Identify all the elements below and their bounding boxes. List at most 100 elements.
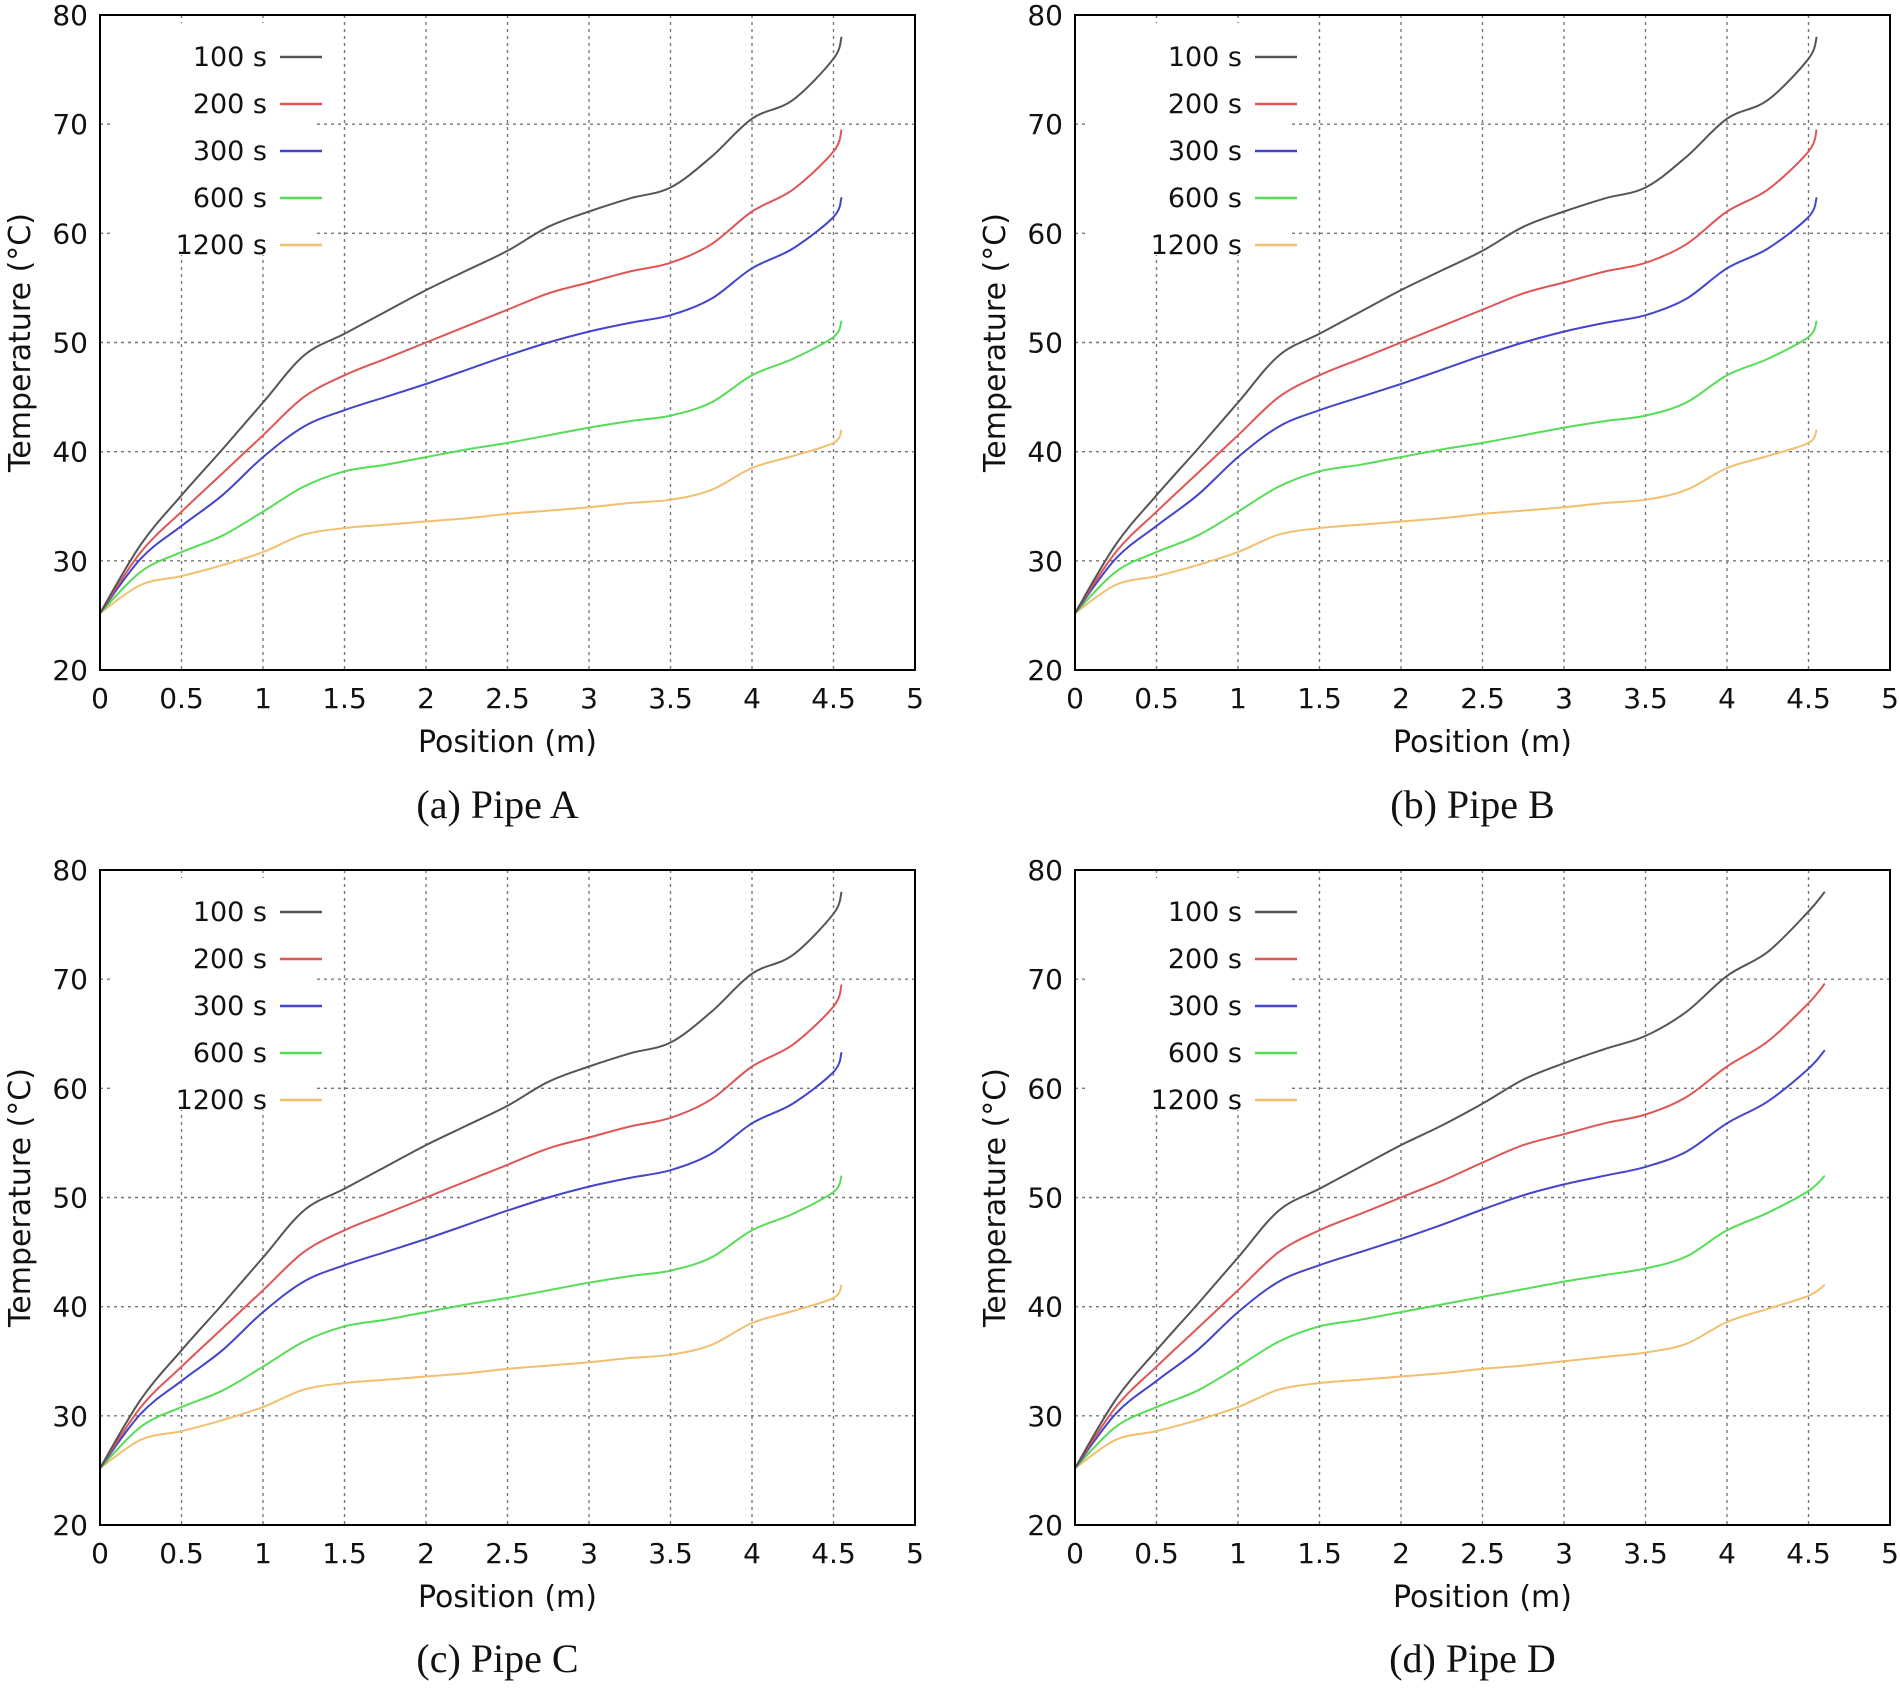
y-tick-label: 80 xyxy=(52,854,88,887)
series-line-300s xyxy=(99,196,843,614)
series-line-1200s xyxy=(1074,1283,1826,1470)
x-tick-label: 4.5 xyxy=(1786,1537,1831,1570)
y-axis-label: Temperature (°C) xyxy=(3,213,38,473)
x-tick-label: 2.5 xyxy=(485,1537,530,1570)
x-tick-label: 1.5 xyxy=(322,1537,367,1570)
y-tick-label: 20 xyxy=(1027,1509,1063,1542)
y-axis-label: Temperature (°C) xyxy=(978,213,1013,473)
x-tick-label: 0.5 xyxy=(159,682,204,715)
series-line-200s xyxy=(99,129,843,614)
x-tick-label: 4 xyxy=(743,682,761,715)
x-tick-label: 1.5 xyxy=(1297,682,1342,715)
legend-label: 100 s xyxy=(1168,42,1242,73)
legend-label: 600 s xyxy=(193,1038,267,1069)
panel-caption: (a) Pipe A xyxy=(416,782,578,827)
legend-label: 300 s xyxy=(1168,136,1242,167)
series-line-1200s xyxy=(99,1284,843,1470)
series-line-100s xyxy=(1074,36,1818,614)
legend-label: 200 s xyxy=(1168,944,1242,975)
y-tick-label: 80 xyxy=(52,0,88,32)
y-tick-label: 30 xyxy=(52,545,88,578)
legend-label: 300 s xyxy=(193,136,267,167)
y-tick-label: 50 xyxy=(52,1182,88,1215)
legend-label: 600 s xyxy=(1168,1038,1242,1069)
legend-label: 300 s xyxy=(1168,991,1242,1022)
legend-label: 100 s xyxy=(193,42,267,73)
x-tick-label: 1.5 xyxy=(322,682,367,715)
x-tick-label: 1 xyxy=(254,1537,272,1570)
legend-label: 600 s xyxy=(1168,183,1242,214)
x-tick-label: 3.5 xyxy=(1623,682,1668,715)
x-tick-label: 0 xyxy=(1066,1537,1084,1570)
panel-caption: (c) Pipe C xyxy=(416,1636,578,1681)
y-tick-label: 80 xyxy=(1027,0,1063,32)
axes-frame xyxy=(1074,869,1891,1526)
legend-label: 600 s xyxy=(193,183,267,214)
series-line-600s xyxy=(99,1175,843,1469)
legend-label: 200 s xyxy=(1168,89,1242,120)
panel-caption: (b) Pipe B xyxy=(1390,782,1554,827)
y-tick-label: 50 xyxy=(1027,327,1063,360)
axes-frame xyxy=(99,14,916,671)
series-line-200s xyxy=(1074,982,1826,1469)
axes-frame xyxy=(1074,14,1891,671)
x-tick-label: 3.5 xyxy=(648,1537,693,1570)
y-tick-label: 40 xyxy=(1027,436,1063,469)
legend-label: 300 s xyxy=(193,991,267,1022)
y-tick-label: 70 xyxy=(52,108,88,141)
x-tick-label: 0 xyxy=(91,1537,109,1570)
legend-box xyxy=(1087,878,1292,1110)
chart-panel-c: 100 s 200 s 300 s 600 s 1200 s 0 0.5 1 1.5 2 2.5 3 3… xyxy=(3,854,924,1681)
x-tick-label: 0.5 xyxy=(159,1537,204,1570)
x-tick-label: 1.5 xyxy=(1297,1537,1342,1570)
legend-label: 100 s xyxy=(193,897,267,928)
y-tick-label: 70 xyxy=(52,963,88,996)
y-tick-label: 70 xyxy=(1027,108,1063,141)
series-line-300s xyxy=(99,1051,843,1469)
y-tick-label: 50 xyxy=(1027,1182,1063,1215)
x-axis-label: Position (m) xyxy=(418,1580,597,1615)
x-tick-label: 4.5 xyxy=(811,1537,856,1570)
series-line-300s xyxy=(1074,1049,1826,1469)
axes-frame xyxy=(99,869,916,1526)
series-line-100s xyxy=(99,891,843,1469)
x-tick-label: 5 xyxy=(1881,682,1899,715)
x-tick-label: 5 xyxy=(906,1537,924,1570)
legend-box xyxy=(112,878,317,1110)
x-tick-label: 2 xyxy=(417,682,435,715)
x-tick-label: 3.5 xyxy=(1623,1537,1668,1570)
y-tick-label: 70 xyxy=(1027,963,1063,996)
x-tick-label: 3 xyxy=(580,1537,598,1570)
y-tick-label: 60 xyxy=(1027,217,1063,250)
x-tick-label: 2.5 xyxy=(1460,1537,1505,1570)
x-tick-label: 3 xyxy=(1555,1537,1573,1570)
chart-panel-d: 100 s 200 s 300 s 600 s 1200 s 0 0.5 1 1.5 2 2.5 3 3… xyxy=(978,854,1899,1681)
y-axis-label: Temperature (°C) xyxy=(978,1068,1013,1328)
legend-label: 1200 s xyxy=(176,230,267,261)
x-tick-label: 1 xyxy=(1229,1537,1247,1570)
y-tick-label: 20 xyxy=(1027,654,1063,687)
y-axis-label: Temperature (°C) xyxy=(3,1068,38,1328)
x-tick-label: 2 xyxy=(417,1537,435,1570)
x-tick-label: 4.5 xyxy=(811,682,856,715)
x-tick-label: 2.5 xyxy=(485,682,530,715)
series-line-600s xyxy=(1074,320,1818,614)
series-line-300s xyxy=(1074,196,1818,614)
y-tick-label: 80 xyxy=(1027,854,1063,887)
y-tick-label: 60 xyxy=(52,1072,88,1105)
x-tick-label: 2.5 xyxy=(1460,682,1505,715)
legend-label: 1200 s xyxy=(176,1085,267,1116)
series-line-1200s xyxy=(1074,429,1818,615)
x-tick-label: 4 xyxy=(1718,682,1736,715)
legend-label: 200 s xyxy=(193,944,267,975)
x-tick-label: 4 xyxy=(1718,1537,1736,1570)
series-line-600s xyxy=(99,320,843,614)
y-tick-label: 20 xyxy=(52,1509,88,1542)
x-tick-label: 0 xyxy=(1066,682,1084,715)
x-tick-label: 5 xyxy=(1881,1537,1899,1570)
y-tick-label: 30 xyxy=(52,1400,88,1433)
legend-label: 1200 s xyxy=(1151,1085,1242,1116)
y-tick-label: 40 xyxy=(52,1291,88,1324)
x-tick-label: 4.5 xyxy=(1786,682,1831,715)
